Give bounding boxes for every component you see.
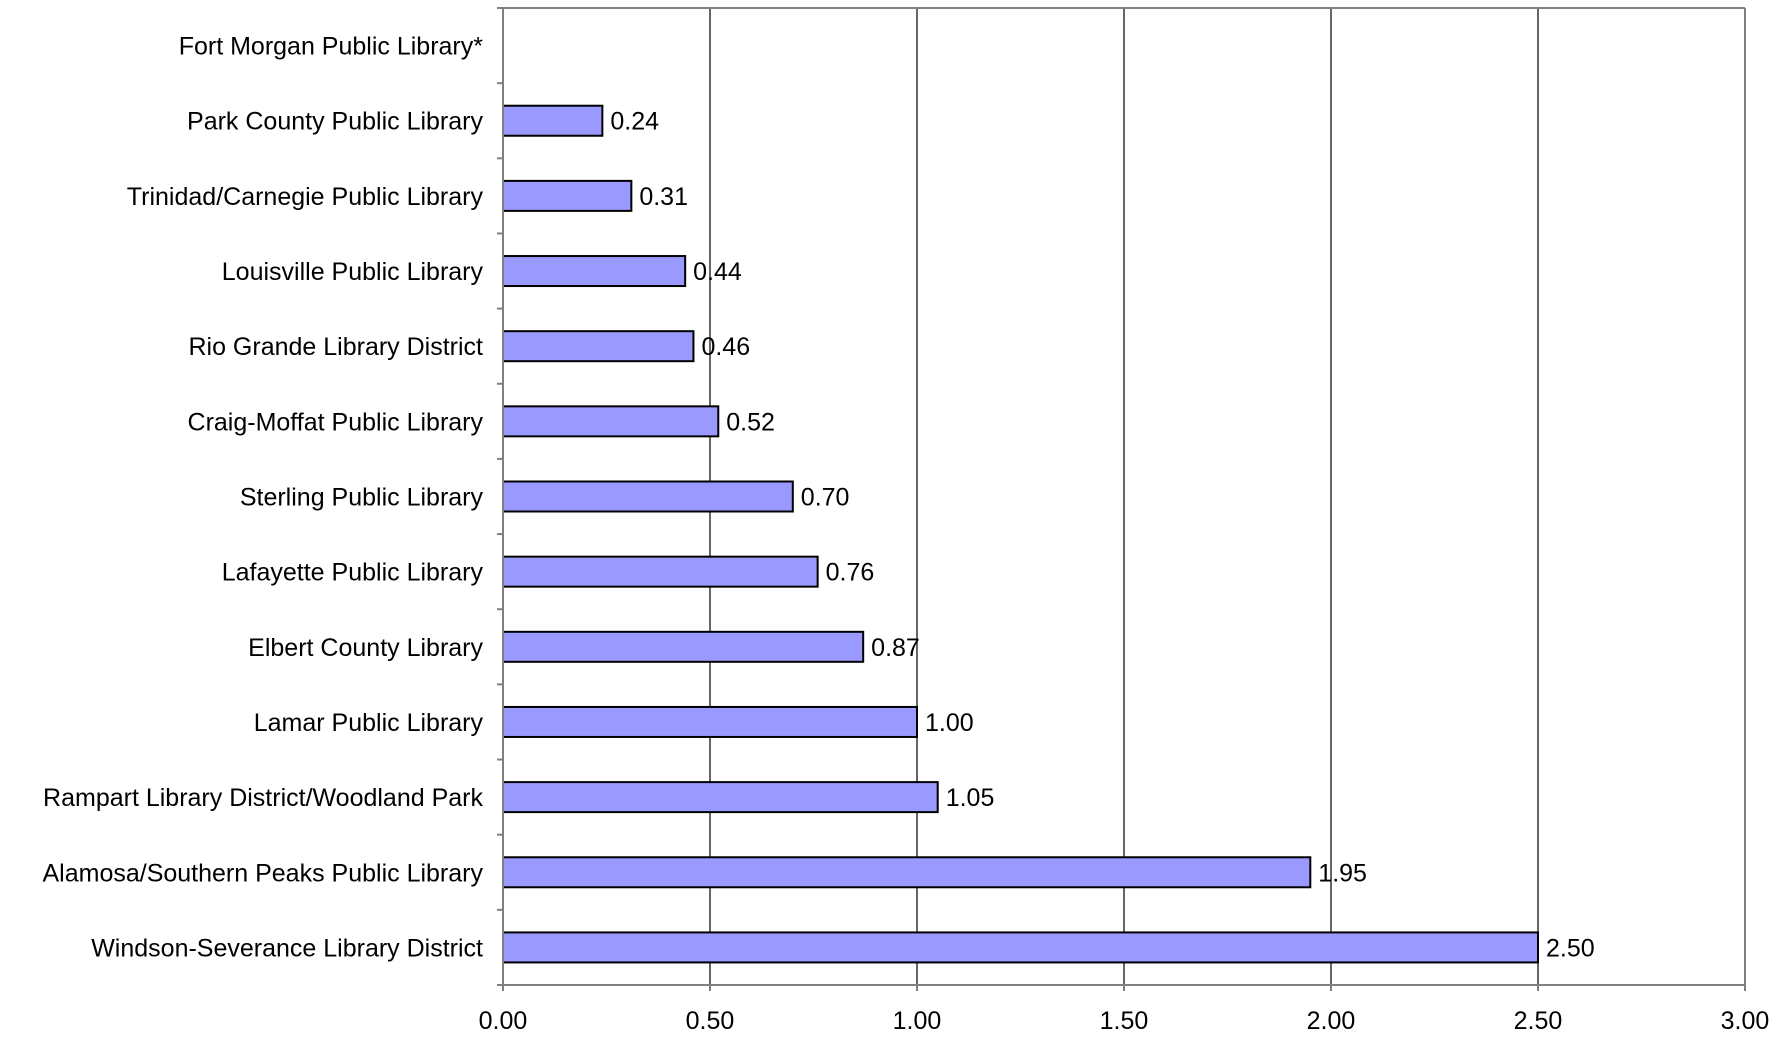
category-label: Rio Grande Library District xyxy=(188,333,483,361)
x-tick-label: 0.00 xyxy=(479,1007,528,1035)
bar xyxy=(502,405,720,438)
category-label: Park County Public Library xyxy=(187,108,483,136)
value-label: 0.87 xyxy=(871,634,920,662)
bar xyxy=(502,179,633,212)
value-label: 0.46 xyxy=(701,333,750,361)
category-label: Lamar Public Library xyxy=(254,709,484,737)
value-label: 0.44 xyxy=(693,258,742,286)
value-label: 0.31 xyxy=(639,183,688,211)
category-label: Lafayette Public Library xyxy=(222,559,484,587)
value-label: 0.70 xyxy=(801,484,850,512)
bar xyxy=(502,705,918,738)
x-tick-label: 2.00 xyxy=(1307,1007,1356,1035)
bar xyxy=(502,104,604,137)
value-label: 1.95 xyxy=(1318,859,1367,887)
bar xyxy=(502,781,939,814)
bar xyxy=(502,480,794,513)
x-tick-label: 1.50 xyxy=(1100,1007,1149,1035)
category-label: Alamosa/Southern Peaks Public Library xyxy=(42,859,483,887)
value-label: 0.52 xyxy=(726,408,775,436)
x-tick-label: 0.50 xyxy=(686,1007,735,1035)
value-label: 0.76 xyxy=(826,559,875,587)
x-tick-label: 3.00 xyxy=(1721,1007,1770,1035)
category-label: Fort Morgan Public Library* xyxy=(179,33,484,61)
value-label: 2.50 xyxy=(1546,934,1595,962)
value-label: 1.00 xyxy=(925,709,974,737)
bar xyxy=(502,255,687,288)
category-label: Rampart Library District/Woodland Park xyxy=(43,784,483,812)
category-label: Sterling Public Library xyxy=(240,484,484,512)
category-label: Louisville Public Library xyxy=(222,258,484,286)
category-label: Craig-Moffat Public Library xyxy=(188,408,484,436)
category-label: Elbert County Library xyxy=(248,634,483,662)
category-label: Trinidad/Carnegie Public Library xyxy=(127,183,484,211)
x-tick-label: 1.00 xyxy=(893,1007,942,1035)
labels: 0.00 0.50 1.00 1.50 2.00 2.50 3.00 Fort Morgan … xyxy=(42,33,1769,1035)
value-label: 1.05 xyxy=(946,784,995,812)
gridlines xyxy=(709,8,1746,985)
bar xyxy=(502,931,1539,964)
bar xyxy=(502,330,695,363)
bars xyxy=(502,104,1539,964)
value-label: 0.24 xyxy=(610,108,659,136)
bar xyxy=(502,555,819,588)
bar xyxy=(502,856,1312,889)
category-label: Windson-Severance Library District xyxy=(91,934,483,962)
bar xyxy=(502,630,865,663)
x-tick-label: 2.50 xyxy=(1514,1007,1563,1035)
axes xyxy=(497,7,1746,991)
